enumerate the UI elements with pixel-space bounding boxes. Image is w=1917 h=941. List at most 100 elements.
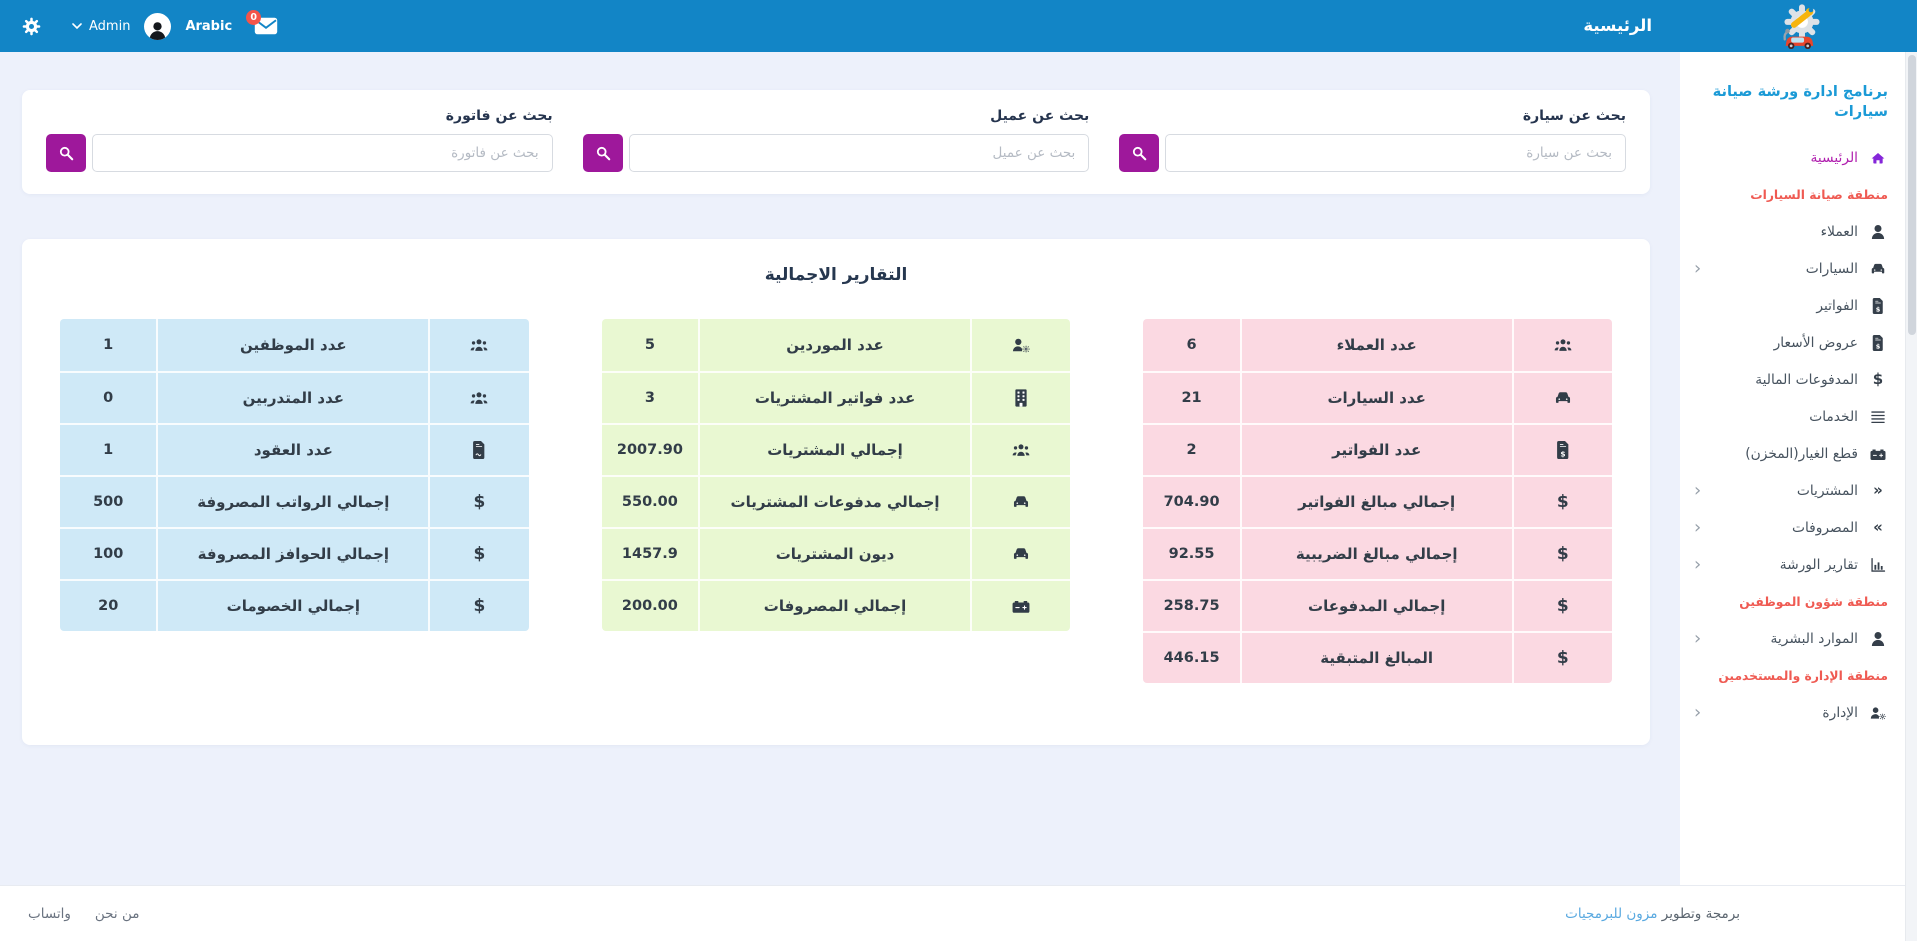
angles-right-icon: » [1873, 518, 1883, 537]
metric-value: 20 [60, 581, 159, 631]
dollar-icon: $ [1872, 370, 1884, 389]
sidebar-section-header: منطقة شؤون الموظفين [1739, 594, 1888, 609]
file-invoice-dollar-icon: $ [1868, 334, 1888, 351]
table-row: عدد المتدربين 0 [59, 371, 529, 423]
metric-label: ديون المشتريات [700, 529, 972, 579]
user-gear-icon [972, 319, 1070, 371]
language-selector[interactable]: Arabic [185, 18, 233, 34]
metric-label: إجمالي الحوافز المصروفة [158, 529, 431, 579]
footer-link[interactable]: واتساب [28, 905, 71, 922]
car-battery-icon [1868, 446, 1888, 462]
sidebar-item-label: المشتريات [1796, 482, 1858, 499]
sidebar-item[interactable]: الموارد البشرية ‹ [1692, 620, 1888, 657]
scrollbar-thumb[interactable] [1907, 55, 1916, 335]
dollar-icon: $ [473, 491, 486, 512]
dollar-icon: $ [1556, 491, 1569, 512]
reports-title: التقارير الاجمالية [764, 265, 908, 285]
metric-value: 92.55 [1143, 529, 1242, 579]
table-row: عدد الموظفين 1 [60, 319, 529, 371]
dev-prefix: برمجة وتطوير [1661, 905, 1740, 922]
sidebar-section-header: منطقة الإدارة والمستخدمين [1718, 668, 1888, 683]
chevron-left-icon: ‹ [1694, 257, 1702, 279]
sidebar-item[interactable]: « المشتريات ‹ [1692, 472, 1888, 509]
metric-value: 200.00 [602, 581, 701, 631]
metric-label: إجمالي الخصومات [158, 581, 431, 631]
metric-label: إجمالي مبالغ الفواتير [1242, 477, 1514, 527]
messages-button[interactable]: 0 [246, 10, 278, 35]
table-row: $ إجمالي الحوافز المصروفة 100 [59, 527, 529, 579]
table-row: $ إجمالي الخصومات 20 [59, 579, 529, 631]
envelope-icon [254, 17, 278, 35]
users-icon [430, 319, 528, 371]
avatar[interactable] [144, 12, 172, 40]
sidebar-item-label: السيارات [1805, 260, 1858, 277]
sidebar-item[interactable]: العملاء [1692, 213, 1888, 250]
search-group-car: بحث عن سيارة [1119, 108, 1626, 172]
settings-gear-icon[interactable] [20, 15, 42, 37]
sidebar-item-label: تقارير الورشة [1779, 556, 1858, 573]
table-row: $ إجمالي مبالغ الفواتير 704.90 [1143, 475, 1612, 527]
table-row: $ إجمالي المدفوعات 258.75 [1143, 579, 1612, 631]
main-content: بحث عن سيارة بحث عن عميل بحث عن فاتورة [0, 52, 1680, 885]
invoices-summary-table: عدد العملاء 6 عدد السيارات 21 $ عدد الفواتير 2… [1143, 319, 1612, 683]
home-icon [1868, 150, 1888, 166]
search-label-car: بحث عن سيارة [1522, 108, 1626, 124]
car-search-input[interactable] [1165, 134, 1626, 172]
sidebar-item[interactable]: $ الفواتير [1692, 287, 1888, 324]
users-icon [430, 373, 528, 423]
metric-label: إجمالي الرواتب المصروفة [158, 477, 431, 527]
sidebar-item[interactable]: » المصروفات ‹ [1692, 509, 1888, 546]
search-icon [59, 146, 74, 161]
client-search-input[interactable] [628, 134, 1090, 172]
chevron-left-icon: ‹ [1694, 701, 1702, 723]
sidebar-item[interactable]: قطع الغيار(المخزن) [1692, 435, 1888, 472]
search-icon [596, 146, 610, 161]
table-row: $ المبالغ المتبقية 446.15 [1143, 631, 1612, 683]
metric-value: 3 [602, 373, 701, 423]
sidebar-item[interactable]: الرئيسية [1692, 139, 1888, 176]
metric-label: عدد الموردين [700, 319, 972, 371]
sidebar-item-label: المصروفات [1791, 519, 1858, 536]
purchases-summary-table: عدد الموردين 5 عدد فواتير المشتريات 3 إجمالي… [601, 319, 1071, 631]
file-contract-icon [430, 425, 528, 475]
sidebar-item[interactable]: الخدمات [1692, 398, 1888, 435]
sidebar-item[interactable]: تقارير الورشة ‹ [1692, 546, 1888, 583]
client-search-button[interactable] [582, 134, 623, 172]
chevron-left-icon: ‹ [1694, 553, 1702, 575]
search-card: بحث عن سيارة بحث عن عميل بحث عن فاتورة [22, 90, 1650, 194]
sidebar-item[interactable]: $ عروض الأسعار [1692, 324, 1888, 361]
table-row: عدد فواتير المشتريات 3 [601, 371, 1071, 423]
admin-menu[interactable]: Admin [72, 19, 130, 34]
dollar-icon: $ [1556, 647, 1569, 668]
chevron-left-icon: ‹ [1694, 516, 1702, 538]
developer-credit: برمجة وتطوير مزون للبرمجيات [1565, 906, 1740, 922]
developer-link[interactable]: مزون للبرمجيات [1565, 905, 1658, 922]
footer-links: من نحن واتساب [28, 906, 139, 922]
metric-label: عدد الفواتير [1242, 425, 1514, 475]
footer: برمجة وتطوير مزون للبرمجيات من نحن واتساب [0, 885, 1917, 941]
table-row: إجمالي المشتريات 2007.90 [601, 423, 1071, 475]
metric-label: إجمالي مدفوعات المشتريات [700, 477, 972, 527]
car-search-button[interactable] [1119, 134, 1160, 172]
metric-label: إجمالي مبالغ الضريبية [1242, 529, 1514, 579]
metric-label: عدد السيارات [1242, 373, 1514, 423]
page-scrollbar[interactable] [1905, 52, 1917, 941]
footer-link[interactable]: من نحن [94, 905, 140, 922]
app-logo[interactable] [1776, 3, 1822, 50]
table-row: ديون المشتريات 1457.9 [601, 527, 1071, 579]
sidebar-item-label: الخدمات [1809, 408, 1858, 425]
navbar-left-cluster: Admin Arabic 0 [20, 0, 278, 52]
sidebar-item[interactable]: السيارات ‹ [1692, 250, 1888, 287]
table-row: عدد العملاء 6 [1143, 319, 1612, 371]
invoice-search-button[interactable] [45, 134, 86, 172]
invoice-search-input[interactable] [91, 134, 553, 172]
table-row: $ إجمالي الرواتب المصروفة 500 [59, 475, 529, 527]
metric-label: إجمالي المدفوعات [1242, 581, 1514, 631]
metric-value: 1 [60, 319, 159, 371]
sidebar-item[interactable]: الإدارة ‹ [1692, 694, 1888, 731]
metric-label: عدد المتدربين [158, 373, 431, 423]
admin-label: Admin [89, 18, 131, 34]
sidebar-item[interactable]: $ المدفوعات المالية [1692, 361, 1888, 398]
messages-count-badge: 0 [246, 10, 262, 25]
metric-label: إجمالي المشتريات [700, 425, 972, 475]
